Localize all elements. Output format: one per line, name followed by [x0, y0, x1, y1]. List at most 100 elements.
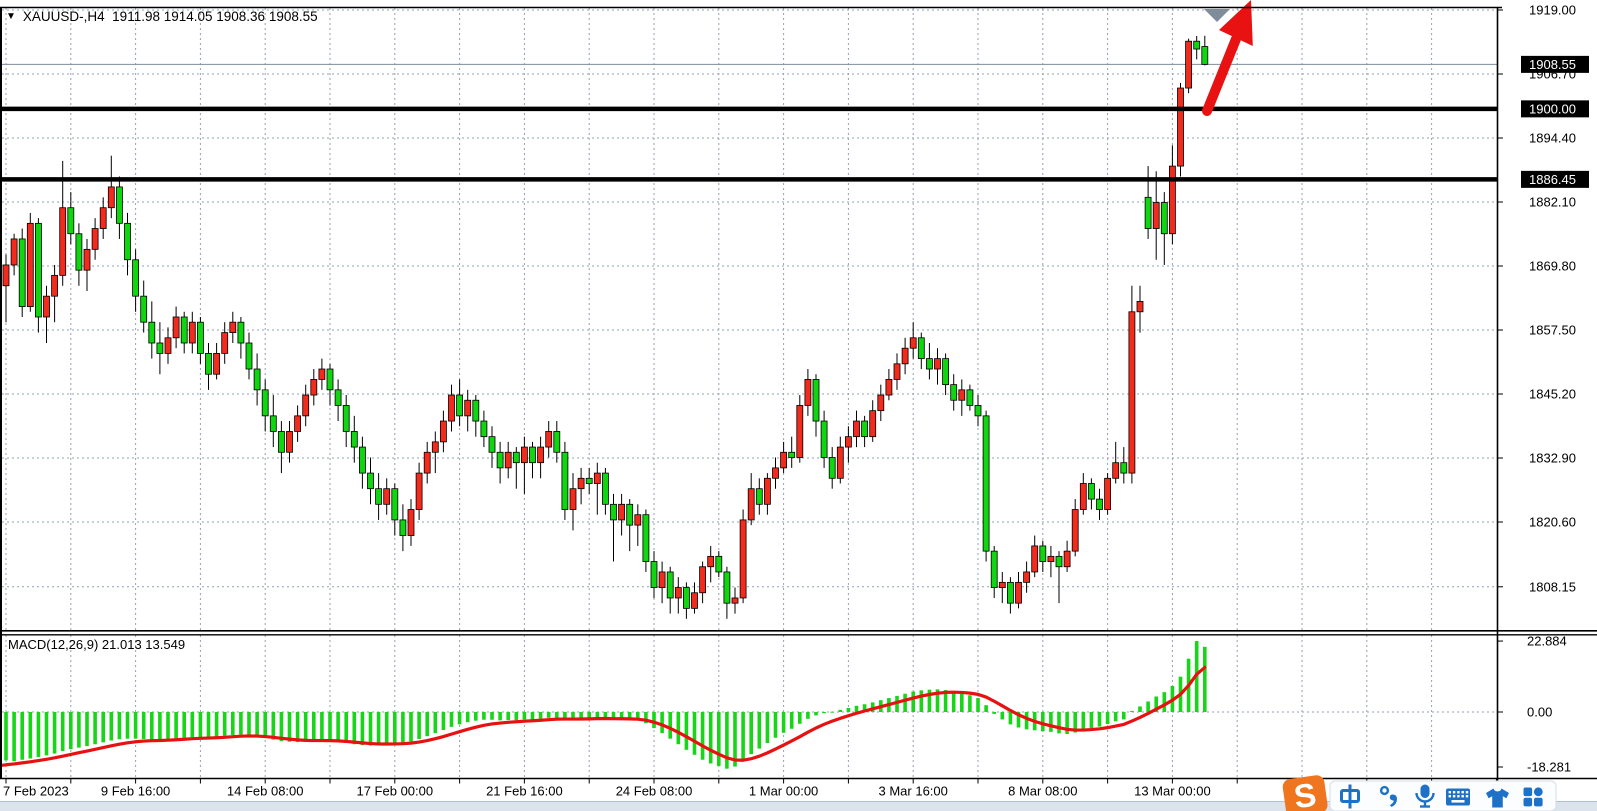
- level-badge-label: 1900.00: [1529, 101, 1576, 116]
- macd-histogram-bar: [838, 709, 843, 712]
- keyboard-key: [1461, 791, 1464, 794]
- macd-histogram-bar: [571, 712, 575, 720]
- candle: [140, 295, 148, 323]
- macd-histogram-bar: [806, 712, 810, 719]
- macd-histogram-bar: [1113, 712, 1118, 722]
- candle: [610, 503, 617, 521]
- macd-histogram-bar: [708, 712, 713, 764]
- macd-histogram-bar: [328, 712, 332, 741]
- macd-histogram-bar: [644, 712, 648, 724]
- ime-logo-letter: S: [1292, 776, 1319, 811]
- macd-histogram-bar: [125, 712, 130, 739]
- macd-histogram-bar: [911, 691, 915, 712]
- ime-logo[interactable]: S: [1282, 774, 1329, 811]
- candle: [569, 488, 577, 510]
- candle: [683, 587, 690, 609]
- keyboard-icon[interactable]: [1446, 788, 1470, 806]
- macd-histogram-bar: [77, 712, 81, 748]
- candle: [180, 316, 188, 344]
- level-badge-label: 1886.45: [1529, 172, 1576, 187]
- macd-histogram-bar: [1203, 646, 1207, 712]
- price-axis[interactable]: 1919.001906.701894.401882.101869.801857.…: [1497, 3, 1589, 595]
- candle: [213, 353, 221, 375]
- macd-histogram-bar: [12, 712, 16, 762]
- candle: [496, 451, 504, 469]
- candle: [521, 446, 528, 464]
- candle: [156, 342, 164, 354]
- macd-histogram-bar: [360, 712, 365, 746]
- macd-histogram-bar: [636, 712, 640, 721]
- macd-histogram-bar: [474, 712, 478, 721]
- candle: [367, 472, 374, 490]
- macd-histogram-bar: [457, 712, 462, 725]
- candle: [10, 238, 18, 266]
- candle: [196, 321, 204, 354]
- macd-histogram-bar: [4, 712, 8, 761]
- toolbox-sq2: [1523, 797, 1533, 807]
- time-axis-label: 21 Feb 16:00: [486, 784, 563, 799]
- macd-histogram-bar: [279, 712, 284, 742]
- candle: [901, 347, 909, 365]
- candle: [642, 514, 650, 562]
- macd-histogram-bar: [1154, 696, 1158, 712]
- macd-histogram-bar: [482, 712, 486, 720]
- macd-histogram-bar: [733, 712, 737, 767]
- toolbox-icon[interactable]: [1523, 787, 1543, 807]
- macd-histogram-bar: [700, 712, 705, 760]
- candle: [269, 415, 277, 432]
- punctuation-icon[interactable]: [1379, 785, 1397, 807]
- candle: [1007, 581, 1014, 604]
- ime-toolbar[interactable]: S: [1282, 774, 1557, 811]
- macd-histogram-bar: [20, 712, 24, 760]
- candle: [67, 207, 75, 235]
- candle: [634, 514, 642, 526]
- candle: [723, 571, 731, 604]
- candle: [942, 358, 949, 386]
- macd-histogram-bar: [830, 711, 834, 713]
- skin-icon[interactable]: [1486, 788, 1509, 808]
- candle: [853, 420, 860, 438]
- macd-histogram-bar: [627, 712, 632, 720]
- macd-histogram-bar: [717, 712, 721, 766]
- time-axis-label: 8 Mar 08:00: [1008, 784, 1077, 799]
- arrow-annotation[interactable]: [1202, 0, 1253, 116]
- macd-histogram-bar: [741, 712, 745, 761]
- macd-histogram-bar: [587, 712, 591, 719]
- macd-histogram-bar: [36, 712, 41, 757]
- candle: [51, 274, 58, 297]
- symbol-dropdown-icon[interactable]: ▼: [6, 10, 16, 22]
- macd-histogram-bar: [490, 712, 494, 720]
- macd-histogram-bar: [141, 712, 146, 739]
- candle: [1104, 477, 1111, 510]
- macd-histogram-bar: [150, 712, 154, 740]
- macd-histogram-bar: [781, 712, 786, 733]
- chinese-mode-icon[interactable]: [1340, 784, 1360, 809]
- candle: [537, 446, 544, 464]
- candle: [294, 415, 302, 432]
- candle: [828, 457, 836, 479]
- microphone-icon[interactable]: [1415, 784, 1435, 808]
- candle: [261, 389, 269, 417]
- time-axis[interactable]: 7 Feb 2023 9 Feb 16:00 14 Feb 08:00 17 Feb …: [3, 779, 1497, 799]
- keyboard-key: [1457, 791, 1460, 794]
- current-price-badge: [1521, 55, 1589, 73]
- macd-indicator-label: MACD(12,26,9) 21.013 13.549: [8, 637, 186, 652]
- candle: [715, 555, 723, 573]
- chart-shift-marker[interactable]: [1204, 9, 1230, 22]
- candle: [116, 186, 123, 224]
- macd-histogram-bar: [960, 693, 964, 712]
- macd-histogram-bar: [158, 712, 162, 740]
- macd-histogram-bar: [239, 712, 243, 735]
- macd-histogram-bar: [303, 712, 308, 742]
- macd-axis[interactable]: 22.884 0.00 -18.281: [1497, 634, 1571, 775]
- candle: [358, 446, 366, 474]
- candle: [950, 384, 958, 401]
- candle: [464, 399, 472, 417]
- macd-histogram-bar: [1105, 712, 1110, 725]
- macd-histogram-bar: [206, 712, 211, 738]
- candle: [772, 467, 779, 479]
- candle: [43, 295, 50, 318]
- candle: [415, 472, 423, 510]
- candle: [593, 472, 601, 484]
